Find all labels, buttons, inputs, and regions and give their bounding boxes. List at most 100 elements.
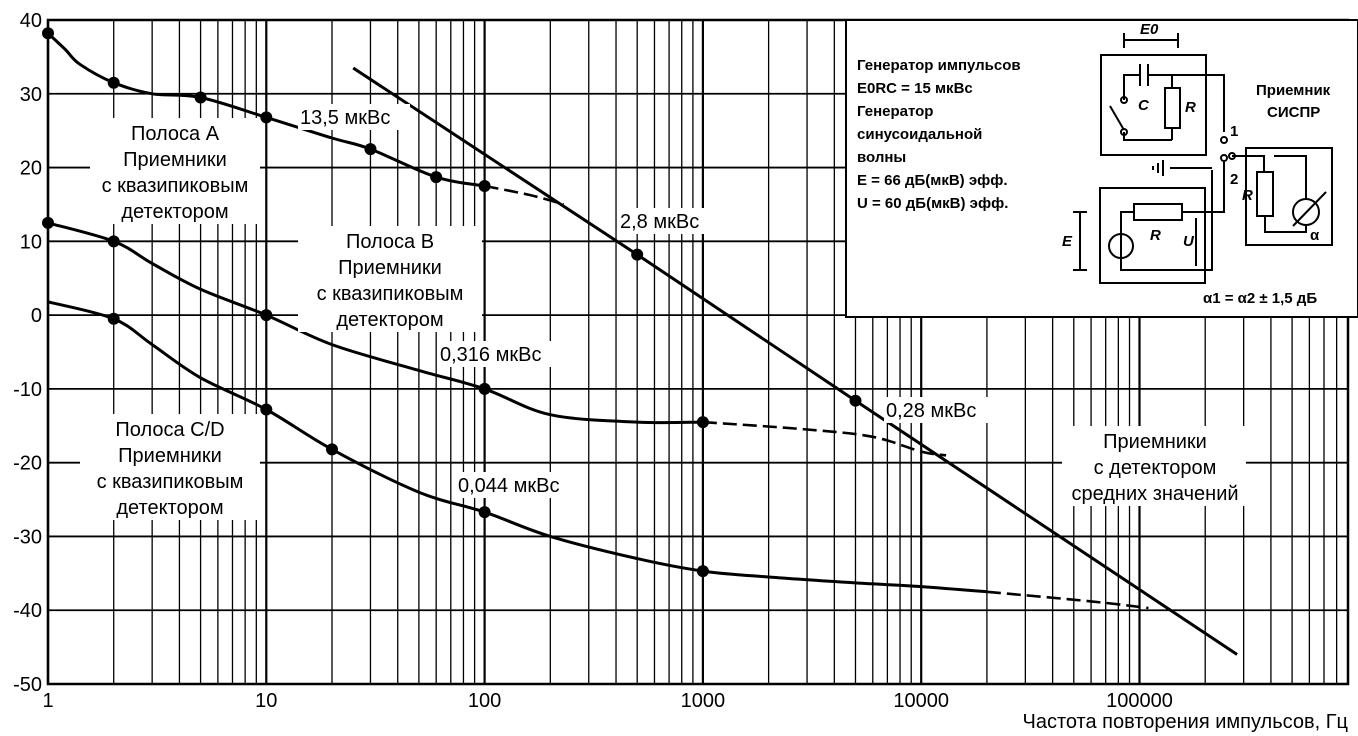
y-tick-label: -20 [13,453,42,475]
data-point [478,382,491,395]
data-point [696,565,709,578]
band-b-label: Полоса В [346,231,434,253]
circuit-label-r: R [1150,227,1161,244]
circuit-label-u: U [1183,233,1195,250]
data-point [326,443,339,456]
receiver-wire [1264,216,1307,233]
switch-wire [1182,162,1225,213]
circuit-diagram [1073,33,1333,284]
band-b-label: детектором [336,309,443,331]
x-tick-label: 1000 [681,690,726,712]
x-tick-label: 10000 [893,690,949,712]
data-point [696,416,709,429]
data-point [260,309,273,322]
data-point [194,91,207,104]
meter-icon [1292,191,1327,227]
receiver-box [1245,147,1333,246]
circuit-label-1: 1 [1230,123,1238,140]
annotations: 13,5 мкВс 0,316 мкВс 0,044 мкВс 2,8 мкВс… [298,104,1004,498]
band-b-label: Приемники [338,257,442,279]
data-point [478,506,491,519]
receiver-label: СИСПР [1267,104,1320,121]
data-point [849,394,862,407]
pulse-circuit-wire [1123,74,1140,100]
y-tick-label: 40 [20,10,42,32]
annotation-13-5: 13,5 мкВс [300,107,390,129]
band-a-label: детектором [121,201,228,223]
terminal-icon [1220,154,1228,162]
y-tick-label: 20 [20,158,42,180]
terminal-icon [1228,152,1236,160]
series-dashed-line [484,184,564,206]
receiver-label: Приемник [1256,82,1331,99]
series-line [47,221,703,425]
series-dashed-line [986,590,1149,610]
legend-line: синусоидальной [857,126,982,143]
data-point [107,312,120,325]
y-tick-label: -10 [13,379,42,401]
data-point [107,235,120,248]
sine-generator-box [1099,187,1206,284]
y-tick-label: -50 [13,674,42,696]
terminal-icon [1120,128,1128,136]
annotation-0-28: 0,28 мкВс [886,400,976,422]
curves [42,27,1238,656]
data-point [631,248,644,261]
legend-box: Генератор импульсов E0RC = 15 мкВс Генер… [845,19,1358,318]
pulse-generator-box [1100,54,1207,156]
avg-detector-label: средних значений [1071,483,1238,505]
equation-label: α1 = α2 ± 1,5 дБ [1203,290,1317,307]
x-tick-label: 1 [42,690,53,712]
receiver-wire [1274,155,1307,199]
y-tick-label: 10 [20,231,42,253]
data-point [430,171,443,184]
sine-circuit-wire [1120,170,1213,271]
circuit-label-e0: E0 [1140,21,1159,38]
data-point [364,143,377,156]
band-a-label: с квазипиковым [102,175,249,197]
legend-line: Генератор импульсов [857,57,1021,74]
data-point [260,403,273,416]
legend-line: U = 60 дБ(мкВ) эфф. [857,195,1008,212]
circuit-label-alpha: α [1310,227,1320,244]
y-tick-label: -40 [13,600,42,622]
band-cd-label: детектором [116,497,223,519]
x-tick-label: 100 [468,690,501,712]
x-axis-title: Частота повторения импульсов, Гц [1022,711,1348,733]
pulse-circuit-wire [1148,74,1225,132]
band-a-label: Приемники [123,149,227,171]
terminal-icon [1120,96,1128,104]
data-point [42,27,54,40]
sine-circuit-wire [1120,211,1134,235]
band-cd-label: с квазипиковым [97,471,244,493]
circuit-label-r: R [1185,99,1196,116]
band-a-label: Полоса А [131,123,220,145]
x-tick-label: 10 [255,690,277,712]
y-tick-label: 30 [20,84,42,106]
terminal-icon [1220,136,1228,144]
annotation-0-044: 0,044 мкВс [458,475,559,497]
circuit-label-c: C [1138,97,1150,114]
legend-line: E0RC = 15 мкВс [857,80,973,97]
legend-line: волны [857,149,906,166]
band-labels: Полоса А Приемники с квазипиковым детект… [80,118,1246,520]
switch-icon [1109,105,1125,131]
y-tick-label: 0 [31,305,42,327]
avg-detector-label: Приемники [1103,431,1207,453]
data-point [478,180,491,192]
band-cd-label: Приемники [118,445,222,467]
legend-line: Генератор [857,103,933,120]
circuit-label-e: E [1062,233,1073,250]
y-tick-label: -30 [13,526,42,548]
annotation-0-316: 0,316 мкВс [440,344,541,366]
circuit-label-2: 2 [1230,171,1238,188]
band-cd-label: Полоса С/D [115,419,224,441]
avg-detector-label: с детектором [1094,457,1217,479]
data-point [42,216,54,229]
data-point [107,76,120,89]
annotation-2-8: 2,8 мкВс [620,211,699,233]
circuit-label-r: R [1242,187,1253,204]
data-point [260,111,273,124]
